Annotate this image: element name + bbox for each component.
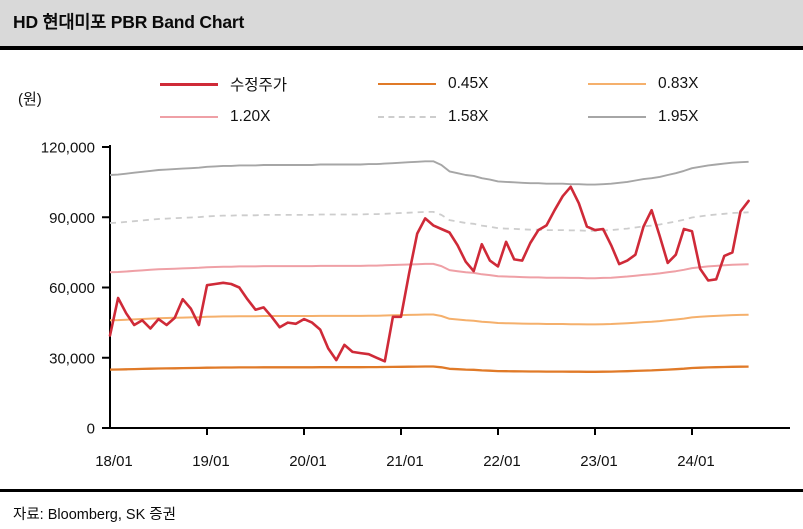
x-tick-label: 19/01 — [192, 453, 230, 470]
legend-label: 1.95X — [658, 108, 699, 125]
legend-label: 0.45X — [448, 75, 489, 92]
y-tick-label: 90,000 — [49, 210, 95, 227]
legend-label: 수정주가 — [230, 77, 288, 94]
x-tick-label: 20/01 — [289, 453, 327, 470]
legend-label: 0.83X — [658, 75, 699, 92]
y-tick-label: 30,000 — [49, 350, 95, 367]
legend-item-0.83x: 0.83X — [588, 75, 699, 92]
x-tick-label: 22/01 — [483, 453, 521, 470]
y-tick-label: 120,000 — [41, 140, 95, 157]
x-tick-label: 24/01 — [677, 453, 715, 470]
legend-swatch-price — [160, 82, 218, 86]
legend-item-1.20x: 1.20X — [160, 108, 271, 125]
legend-label: 1.20X — [230, 108, 271, 125]
x-tick-label: 21/01 — [386, 453, 424, 470]
divider — [0, 489, 803, 492]
legend-label: 1.58X — [448, 108, 489, 125]
x-tick-label: 18/01 — [95, 453, 133, 470]
price-line — [108, 185, 750, 363]
band-line-1.20x — [109, 262, 749, 280]
y-axis-unit-label: (원) — [18, 91, 42, 108]
legend-item-1.58x: 1.58X — [378, 108, 489, 125]
band-line-0.45x — [109, 365, 749, 373]
legend-swatch-1.95x — [588, 116, 646, 118]
legend-item-0.45x: 0.45X — [378, 75, 489, 92]
page-title: HD 현대미포 PBR Band Chart — [13, 12, 245, 32]
band-line-1.95x — [109, 160, 749, 186]
source-note: 자료: Bloomberg, SK 증권 — [13, 507, 176, 523]
legend-swatch-0.83x — [588, 83, 646, 85]
y-tick-label: 0 — [87, 421, 95, 438]
band-line-1.58x — [109, 210, 749, 232]
legend-swatch-1.58x — [378, 116, 436, 118]
x-tick-label: 23/01 — [580, 453, 618, 470]
legend-item-price: 수정주가 — [160, 76, 288, 94]
y-tick-label: 60,000 — [49, 280, 95, 297]
legend-swatch-0.45x — [378, 83, 436, 85]
band-line-0.83x — [109, 313, 749, 326]
title-bar: HD 현대미포 PBR Band Chart — [0, 0, 803, 50]
legend-swatch-1.20x — [160, 116, 218, 118]
legend-item-1.95x: 1.95X — [588, 108, 699, 125]
